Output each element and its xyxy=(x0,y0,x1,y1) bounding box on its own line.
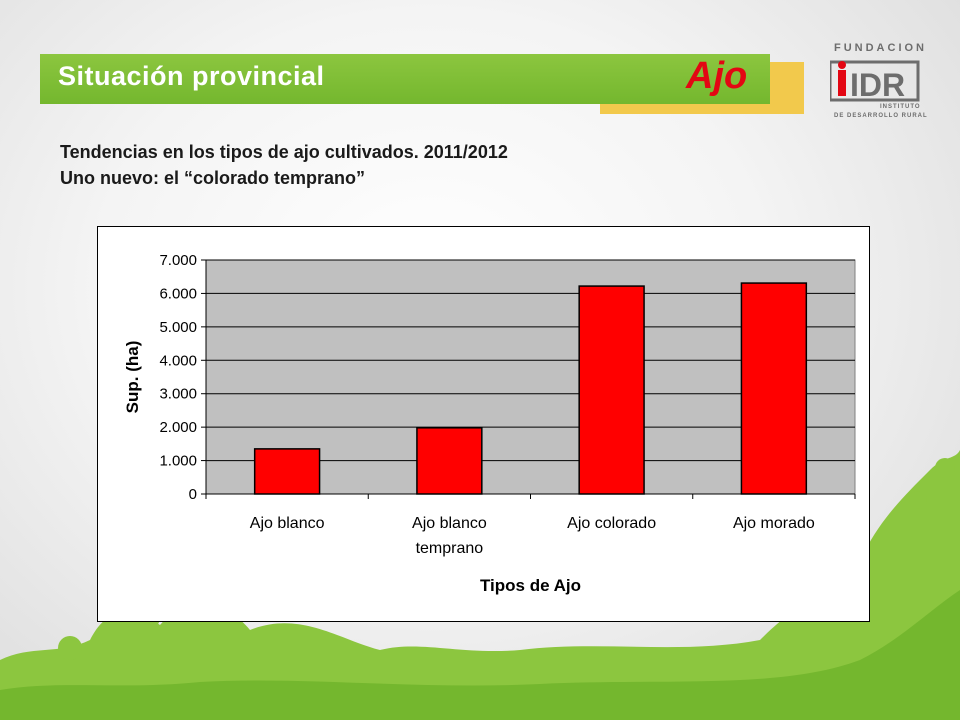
y-tick-label: 3.000 xyxy=(159,386,197,403)
y-tick-label: 7.000 xyxy=(159,252,197,269)
logo-mark-icon: IDR xyxy=(830,60,920,102)
logo-sub-line2: DE DESARROLLO RURAL xyxy=(834,113,928,119)
x-tick-label: Ajo blanco xyxy=(250,515,325,532)
idr-logo: FUNDACION IDR INSTITUTO DE DESARROLLO RU… xyxy=(826,40,928,130)
page-title: Situación provincial xyxy=(58,61,325,91)
logo-sub-line1: INSTITUTO xyxy=(880,104,921,110)
title-banner xyxy=(40,54,770,104)
chart-container: 0 1.000 2.000 3.000 4.000 5.000 6.000 7.000 Ajo … xyxy=(97,226,870,622)
x-tick-label: Ajo colorado xyxy=(567,515,656,532)
subtitle-line-1: Tendencias en los tipos de ajo cultivado… xyxy=(60,142,508,162)
subtitle-line-2: Uno nuevo: el “colorado temprano” xyxy=(60,168,366,188)
y-tick-label: 5.000 xyxy=(159,319,197,336)
x-tick-label: Ajo morado xyxy=(733,515,815,532)
logo-top-text: FUNDACION xyxy=(834,42,927,54)
y-tick-label: 0 xyxy=(189,486,197,503)
y-tick-label: 4.000 xyxy=(159,352,197,369)
logo-mark-text: IDR xyxy=(850,67,905,102)
y-tick-label: 2.000 xyxy=(159,419,197,436)
topic-tag: Ajo xyxy=(686,55,748,97)
bar xyxy=(740,282,808,495)
x-tick-label: temprano xyxy=(416,540,484,557)
y-axis-title: Sup. (ha) xyxy=(123,341,142,414)
grass-silhouette xyxy=(0,450,960,720)
x-axis-title: Tipos de Ajo xyxy=(480,576,581,595)
y-tick-label: 1.000 xyxy=(159,453,197,470)
bar xyxy=(416,427,483,495)
y-tick-label: 6.000 xyxy=(159,285,197,302)
bar-chart: 0 1.000 2.000 3.000 4.000 5.000 6.000 7.000 Ajo … xyxy=(123,252,856,595)
x-tick-label: Ajo blanco xyxy=(412,515,487,532)
bar xyxy=(578,285,645,495)
bar xyxy=(253,448,321,495)
